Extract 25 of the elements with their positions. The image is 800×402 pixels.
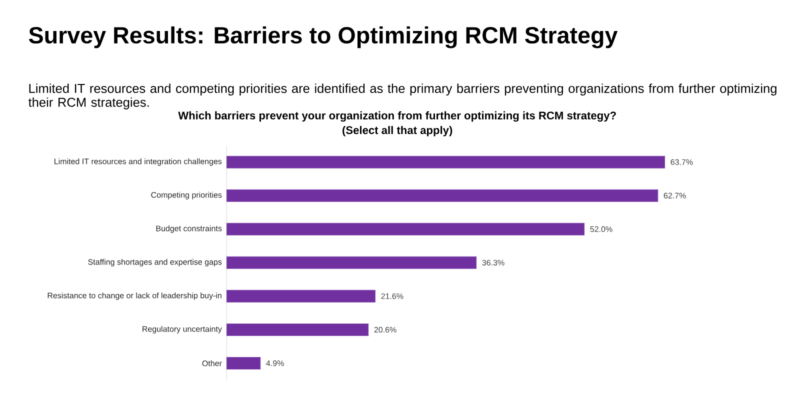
data-label: 52.0% [590, 226, 612, 232]
data-label: 20.6% [374, 326, 396, 333]
y-tick-label: Competing priorities [151, 192, 222, 200]
bar [226, 323, 369, 336]
data-label: 21.6% [381, 293, 404, 300]
data-label: 4.9% [266, 360, 284, 366]
bar [226, 189, 658, 202]
bar [226, 256, 477, 269]
data-label: 62.7% [664, 192, 686, 198]
data-label: 36.3% [482, 260, 504, 266]
data-label: 63.7% [670, 159, 693, 165]
y-tick-label: Resistance to change or lack of leadership buy-in [48, 292, 222, 300]
text: Which barriers prevent your organization from further optimizing its RCM strategy? [178, 111, 616, 122]
bar [226, 290, 376, 302]
y-tick-label: Limited IT resources and integration challenges [54, 158, 222, 166]
text: (Select all that apply) [342, 126, 452, 136]
bar [226, 222, 585, 236]
y-tick-label: Staffing shortages and expertise gaps [88, 258, 222, 266]
y-tick-label: Regulatory uncertainty [142, 326, 222, 334]
y-tick-label: Budget constraints [156, 225, 222, 233]
chart-subtitle: Limited IT resources and competing priorities are identified as the primary barriers preventing organizations from further optimizing their RCM strategies. [28, 84, 776, 110]
chart-title: Survey Results: Barriers to Optimizing RCM Strategy [28, 26, 618, 48]
y-tick-label: Other [202, 360, 222, 366]
bar [226, 356, 261, 370]
bar [226, 156, 666, 168]
